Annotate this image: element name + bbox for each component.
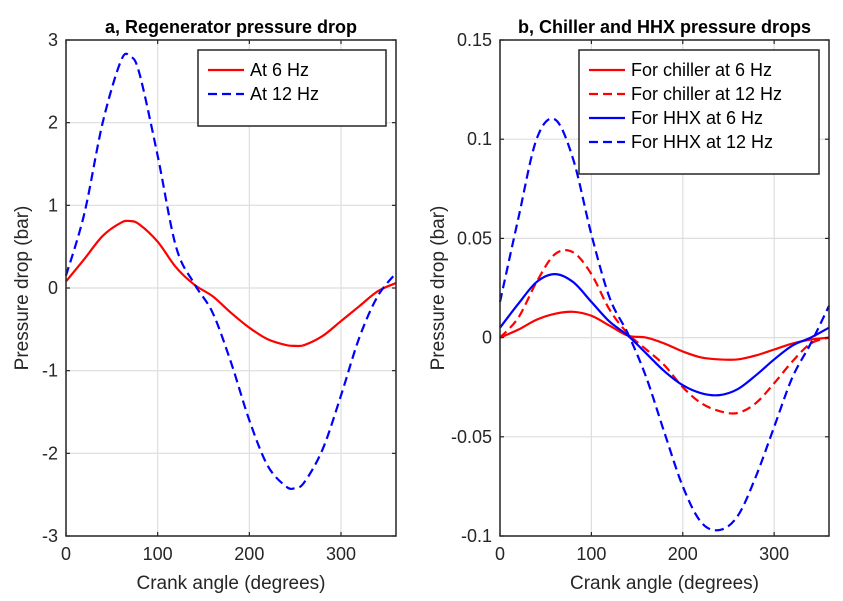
series-line-3 (499, 273, 830, 397)
y-tick-label: 0.15 (457, 30, 492, 50)
chart-title: a, Regenerator pressure drop (105, 17, 357, 37)
y-tick-label: -2 (42, 443, 58, 463)
chart-title: b, Chiller and HHX pressure drops (518, 17, 811, 37)
x-tick-label: 300 (759, 544, 789, 564)
x-tick-label: 200 (234, 544, 264, 564)
series-line-2 (499, 249, 830, 415)
y-tick-label: -0.1 (461, 526, 492, 546)
y-tick-label: 2 (48, 113, 58, 133)
y-tick-label: 1 (48, 195, 58, 215)
y-tick-label: -1 (42, 361, 58, 381)
x-tick-label: 100 (143, 544, 173, 564)
y-tick-label: 0 (482, 328, 492, 348)
x-tick-label: 300 (326, 544, 356, 564)
y-tick-label: 0 (48, 278, 58, 298)
y-axis-label: Pressure drop (bar) (428, 206, 449, 371)
y-axis-label: Pressure drop (bar) (12, 206, 33, 371)
y-tick-label: -3 (42, 526, 58, 546)
legend-label: For HHX at 12 Hz (631, 132, 773, 152)
series-line-2 (64, 52, 397, 490)
x-tick-label: 200 (668, 544, 698, 564)
x-axis-label: Crank angle (degrees) (570, 573, 759, 594)
legend: For chiller at 6 Hz For chiller at 12 Hz F… (578, 49, 820, 175)
x-tick-label: 100 (576, 544, 606, 564)
series-line-1 (65, 219, 397, 348)
y-tick-label: 0.1 (467, 129, 492, 149)
legend-label: For chiller at 6 Hz (631, 60, 772, 80)
legend: At 6 Hz At 12 Hz (197, 49, 387, 127)
legend-label: At 6 Hz (250, 60, 309, 80)
panel-b: 0 100 200 300 -0.1 -0.05 0 0.05 0.1 0.15 b, Chille… (428, 17, 830, 594)
axes-box (499, 39, 830, 537)
legend-label: For chiller at 12 Hz (631, 84, 782, 104)
x-tick-label: 0 (495, 544, 505, 564)
legend-box (197, 49, 387, 127)
series-line-1 (499, 310, 830, 361)
y-tick-label: -0.05 (451, 427, 492, 447)
panel-a: 0 100 200 300 -3 -2 -1 0 1 2 3 a, Regenerator press… (12, 17, 397, 594)
x-axis-label: Crank angle (degrees) (136, 573, 325, 594)
y-tick-label: 3 (48, 30, 58, 50)
legend-label: For HHX at 6 Hz (631, 108, 763, 128)
y-tick-label: 0.05 (457, 228, 492, 248)
legend-label: At 12 Hz (250, 84, 319, 104)
x-tick-label: 0 (61, 544, 71, 564)
